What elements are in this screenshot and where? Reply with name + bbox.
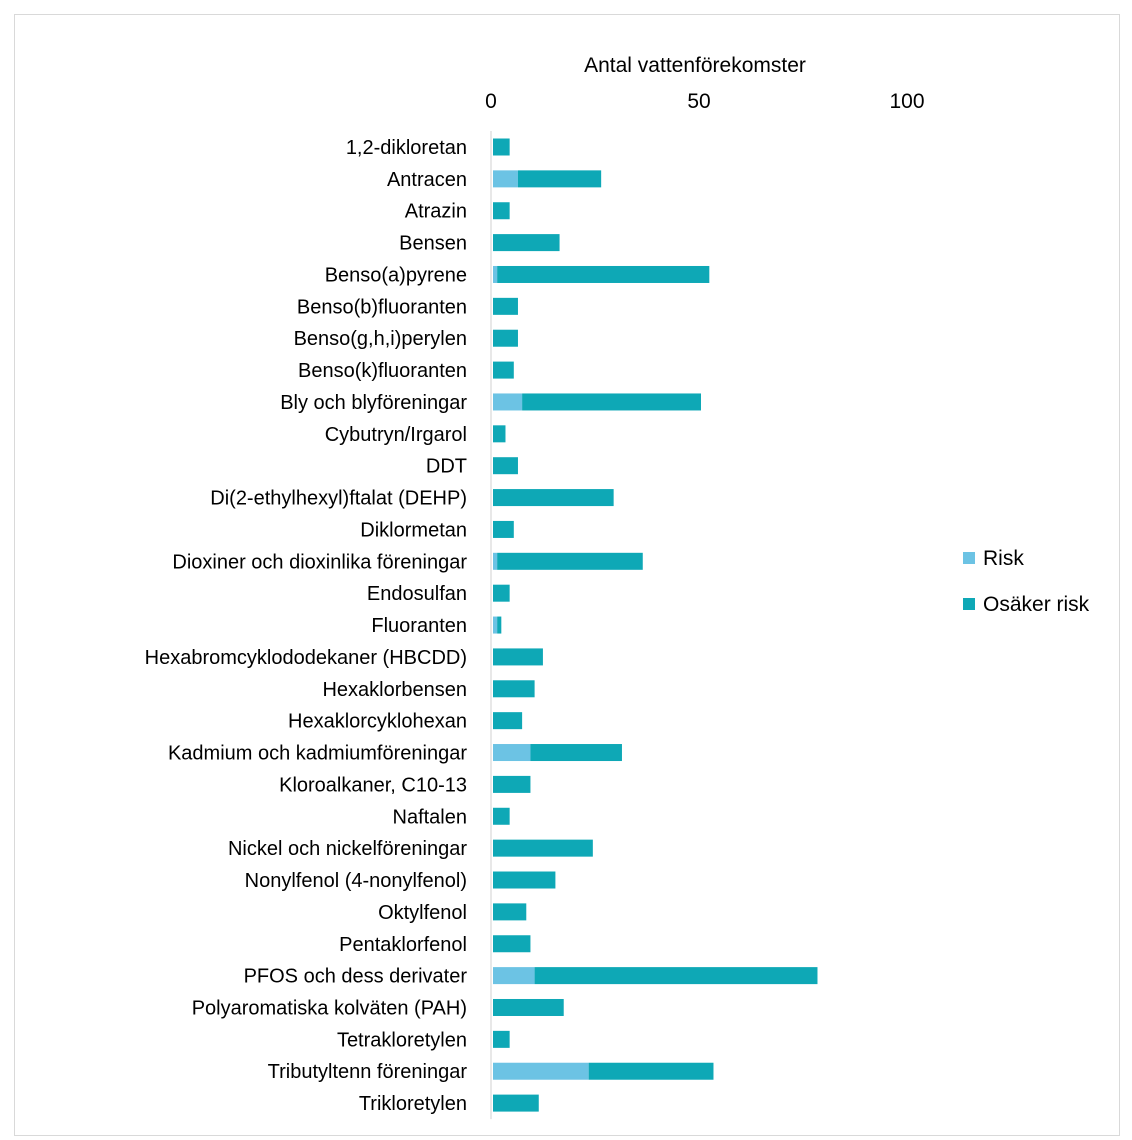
bar-segment-osaker-risk bbox=[530, 744, 622, 762]
category-label: Cybutryn/Irgarol bbox=[325, 424, 467, 446]
bar-segment-osaker-risk bbox=[534, 967, 818, 985]
category-label: Endosulfan bbox=[367, 583, 467, 605]
bar-segment-osaker-risk bbox=[493, 1094, 539, 1112]
bar-segment-risk bbox=[493, 393, 523, 411]
category-label: Polyaromatiska kolväten (PAH) bbox=[192, 997, 467, 1019]
category-label: Benso(g,h,i)perylen bbox=[294, 328, 467, 350]
bar-segment-risk bbox=[493, 170, 518, 188]
bar-segment-osaker-risk bbox=[493, 903, 527, 921]
bar-segment-osaker-risk bbox=[493, 871, 556, 889]
category-label: Antracen bbox=[387, 169, 467, 191]
category-label: Nickel och nickelföreningar bbox=[228, 838, 467, 860]
bar-segment-osaker-risk bbox=[493, 457, 518, 475]
legend-label: Risk bbox=[983, 547, 1024, 570]
category-label: Di(2-ethylhexyl)ftalat (DEHP) bbox=[210, 488, 467, 510]
bar-segment-osaker-risk bbox=[497, 552, 643, 570]
chart-frame bbox=[14, 14, 1120, 1136]
category-label: DDT bbox=[426, 456, 467, 478]
bar-segment-risk bbox=[493, 1062, 589, 1080]
category-label: Bly och blyföreningar bbox=[280, 392, 467, 414]
category-label: PFOS och dess derivater bbox=[244, 966, 468, 988]
category-label: Benso(b)fluoranten bbox=[297, 296, 467, 318]
category-label: Diklormetan bbox=[360, 519, 467, 541]
category-label: Kloroalkaner, C10-13 bbox=[279, 774, 467, 796]
category-label: Pentaklorfenol bbox=[339, 934, 467, 956]
bar-segment-osaker-risk bbox=[493, 680, 535, 698]
legend: Risk Osäker risk bbox=[963, 547, 1090, 616]
category-labels: 1,2-dikloretan Antracen Atrazin Bensen Benso… bbox=[145, 137, 468, 1115]
category-label: Nonylfenol (4-nonylfenol) bbox=[245, 870, 467, 892]
category-label: Trikloretylen bbox=[359, 1093, 467, 1115]
category-label: Benso(a)pyrene bbox=[325, 264, 467, 286]
category-label: Bensen bbox=[399, 233, 467, 255]
category-label: Hexaklorbensen bbox=[322, 679, 467, 701]
bar-segment-osaker-risk bbox=[493, 202, 510, 220]
bar-segment-osaker-risk bbox=[493, 234, 560, 252]
bar-segment-osaker-risk bbox=[493, 1030, 510, 1048]
legend-label: Osäker risk bbox=[983, 593, 1090, 616]
bar-segment-osaker-risk bbox=[493, 425, 506, 443]
bar-segment-osaker-risk bbox=[588, 1062, 714, 1080]
bar-segment-osaker-risk bbox=[493, 489, 614, 507]
bar-segment-risk bbox=[493, 967, 535, 985]
bar-segment-osaker-risk bbox=[493, 935, 531, 953]
bar-segment-osaker-risk bbox=[493, 998, 564, 1016]
x-tick-label: 50 bbox=[687, 90, 710, 113]
bar-segment-osaker-risk bbox=[493, 775, 531, 793]
category-label: Tributyltenn föreningar bbox=[268, 1061, 468, 1083]
x-axis-title: Antal vattenförekomster bbox=[584, 54, 806, 77]
bar-segment-osaker-risk bbox=[493, 138, 510, 156]
bar-segment-osaker-risk bbox=[493, 584, 510, 602]
bar-segment-osaker-risk bbox=[493, 712, 523, 730]
bar-segment-risk bbox=[493, 616, 498, 634]
category-label: 1,2-dikloretan bbox=[346, 137, 467, 159]
category-label: Oktylfenol bbox=[378, 902, 467, 924]
category-label: Benso(k)fluoranten bbox=[298, 360, 467, 382]
bar-segment-osaker-risk bbox=[493, 648, 543, 666]
x-axis-ticks: 0 50 100 bbox=[485, 90, 924, 113]
bar-segment-osaker-risk bbox=[493, 839, 593, 857]
bar-segment-risk bbox=[493, 552, 498, 570]
category-label: Atrazin bbox=[405, 201, 467, 223]
bar-segment-risk bbox=[493, 265, 498, 283]
x-tick-label: 100 bbox=[889, 90, 924, 113]
bar-segment-osaker-risk bbox=[517, 170, 602, 188]
category-label: Fluoranten bbox=[371, 615, 467, 637]
category-label: Tetrakloretylen bbox=[337, 1029, 467, 1051]
bar-segment-risk bbox=[493, 744, 531, 762]
category-label: Naftalen bbox=[393, 806, 468, 828]
bar-segment-osaker-risk bbox=[497, 616, 502, 634]
legend-swatch bbox=[963, 552, 975, 564]
category-label: Hexaklorcyklohexan bbox=[288, 711, 467, 733]
bar-segment-osaker-risk bbox=[493, 297, 518, 315]
legend-swatch bbox=[963, 598, 975, 610]
bar-segment-osaker-risk bbox=[493, 807, 510, 825]
bar-segment-osaker-risk bbox=[497, 265, 710, 283]
bar-segment-osaker-risk bbox=[493, 329, 518, 347]
bar-segment-osaker-risk bbox=[493, 361, 514, 379]
bar-segment-osaker-risk bbox=[493, 520, 514, 538]
category-label: Dioxiner och dioxinlika föreningar bbox=[172, 551, 467, 573]
category-label: Hexabromcyklododekaner (HBCDD) bbox=[145, 647, 467, 669]
bars bbox=[493, 138, 818, 1112]
x-tick-label: 0 bbox=[485, 90, 497, 113]
category-label: Kadmium och kadmiumföreningar bbox=[168, 743, 467, 765]
bar-segment-osaker-risk bbox=[522, 393, 701, 411]
